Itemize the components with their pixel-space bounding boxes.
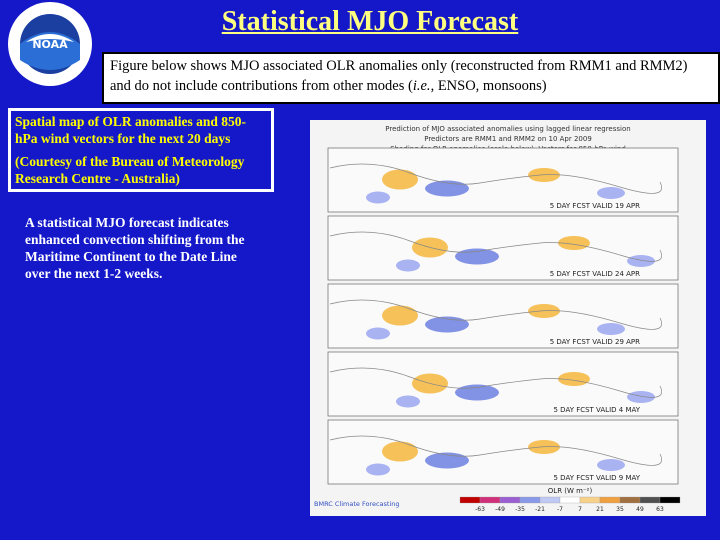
- caption-text: Figure below shows MJO associated OLR an…: [110, 58, 688, 94]
- anomaly-shading: [597, 459, 625, 471]
- slide-title: Statistical MJO Forecast: [221, 6, 519, 37]
- colorbar-cell: [539, 496, 561, 504]
- colorbar-tick: 21: [596, 506, 604, 513]
- map-panel: [327, 351, 679, 417]
- colorbar-cell: [479, 496, 501, 504]
- anomaly-shading: [627, 391, 655, 403]
- coastline: [329, 231, 662, 262]
- colorbar-cell: [519, 496, 541, 504]
- anomaly-shading: [558, 236, 590, 250]
- anomaly-shading: [366, 463, 390, 476]
- coastline: [329, 435, 662, 466]
- forecast-figure: Prediction of MJO associated anomalies u…: [310, 120, 706, 516]
- colorbar-cell: [499, 496, 521, 504]
- colorbar-tick: 49: [636, 506, 644, 513]
- coastline: [329, 163, 662, 194]
- colorbar-cell: [619, 496, 641, 504]
- colorbar-tick: 35: [616, 506, 624, 513]
- anomaly-shading: [396, 259, 420, 272]
- colorbar-tick: -35: [515, 506, 525, 513]
- colorbar-tick: 63: [656, 506, 664, 513]
- panel-label: 5 DAY FCST VALID 29 APR: [550, 338, 640, 346]
- caption-text: , ENSO, monsoons): [430, 78, 547, 94]
- anomaly-shading: [382, 169, 418, 190]
- anomaly-shading: [382, 305, 418, 326]
- coastline: [329, 299, 662, 330]
- panel-label: 5 DAY FCST VALID 19 APR: [550, 202, 640, 210]
- figure-title: Predictors are RMM1 and RMM2 on 10 Apr 2…: [424, 135, 592, 143]
- colorbar-tick: 7: [578, 506, 582, 513]
- info-heading: Spatial map of OLR anomalies and 850-hPa…: [15, 114, 247, 146]
- info-box: Spatial map of OLR anomalies and 850-hPa…: [8, 108, 274, 192]
- caption-box: Figure below shows MJO associated OLR an…: [102, 52, 720, 104]
- body-text: A statistical MJO forecast indicates enh…: [25, 215, 245, 281]
- panel-label: 5 DAY FCST VALID 9 MAY: [554, 474, 641, 482]
- figure-footer: BMRC Climate Forecasting: [314, 500, 400, 508]
- panel-label: 5 DAY FCST VALID 4 MAY: [554, 406, 641, 414]
- colorbar-cell: [559, 496, 581, 504]
- colorbar-cell: [659, 496, 681, 504]
- coastline: [329, 367, 662, 398]
- logo-wave: [20, 32, 80, 70]
- map-panel: [327, 215, 679, 281]
- panel-label: 5 DAY FCST VALID 24 APR: [550, 270, 640, 278]
- anomaly-shading: [597, 323, 625, 335]
- info-credit: (Courtesy of the Bureau of Meteorology R…: [15, 154, 245, 186]
- anomaly-shading: [455, 248, 499, 265]
- anomaly-shading: [382, 441, 418, 462]
- colorbar-cell: [599, 496, 621, 504]
- colorbar-tick: -49: [495, 506, 505, 513]
- colorbar-tick: -7: [557, 506, 563, 513]
- colorbar-tick: -21: [535, 506, 545, 513]
- anomaly-shading: [627, 255, 655, 267]
- figure-title: Prediction of MJO associated anomalies u…: [385, 125, 630, 133]
- anomaly-shading: [558, 372, 590, 386]
- logo-gull: [26, 34, 74, 42]
- anomaly-shading: [455, 384, 499, 401]
- anomaly-shading: [597, 187, 625, 199]
- logo-text: NOAA: [32, 38, 68, 51]
- colorbar-cell: [579, 496, 601, 504]
- colorbar-cell: [459, 496, 481, 504]
- anomaly-shading: [366, 327, 390, 340]
- colorbar-tick: -63: [475, 506, 485, 513]
- colorbar-cell: [639, 496, 661, 504]
- noaa-logo: NOAA: [8, 2, 92, 86]
- anomaly-shading: [425, 180, 469, 197]
- colorbar-label: OLR (W m⁻²): [548, 487, 593, 495]
- anomaly-shading: [366, 191, 390, 204]
- anomaly-shading: [396, 395, 420, 408]
- caption-italic: i.e.: [412, 78, 431, 94]
- anomaly-shading: [425, 452, 469, 469]
- anomaly-shading: [425, 316, 469, 333]
